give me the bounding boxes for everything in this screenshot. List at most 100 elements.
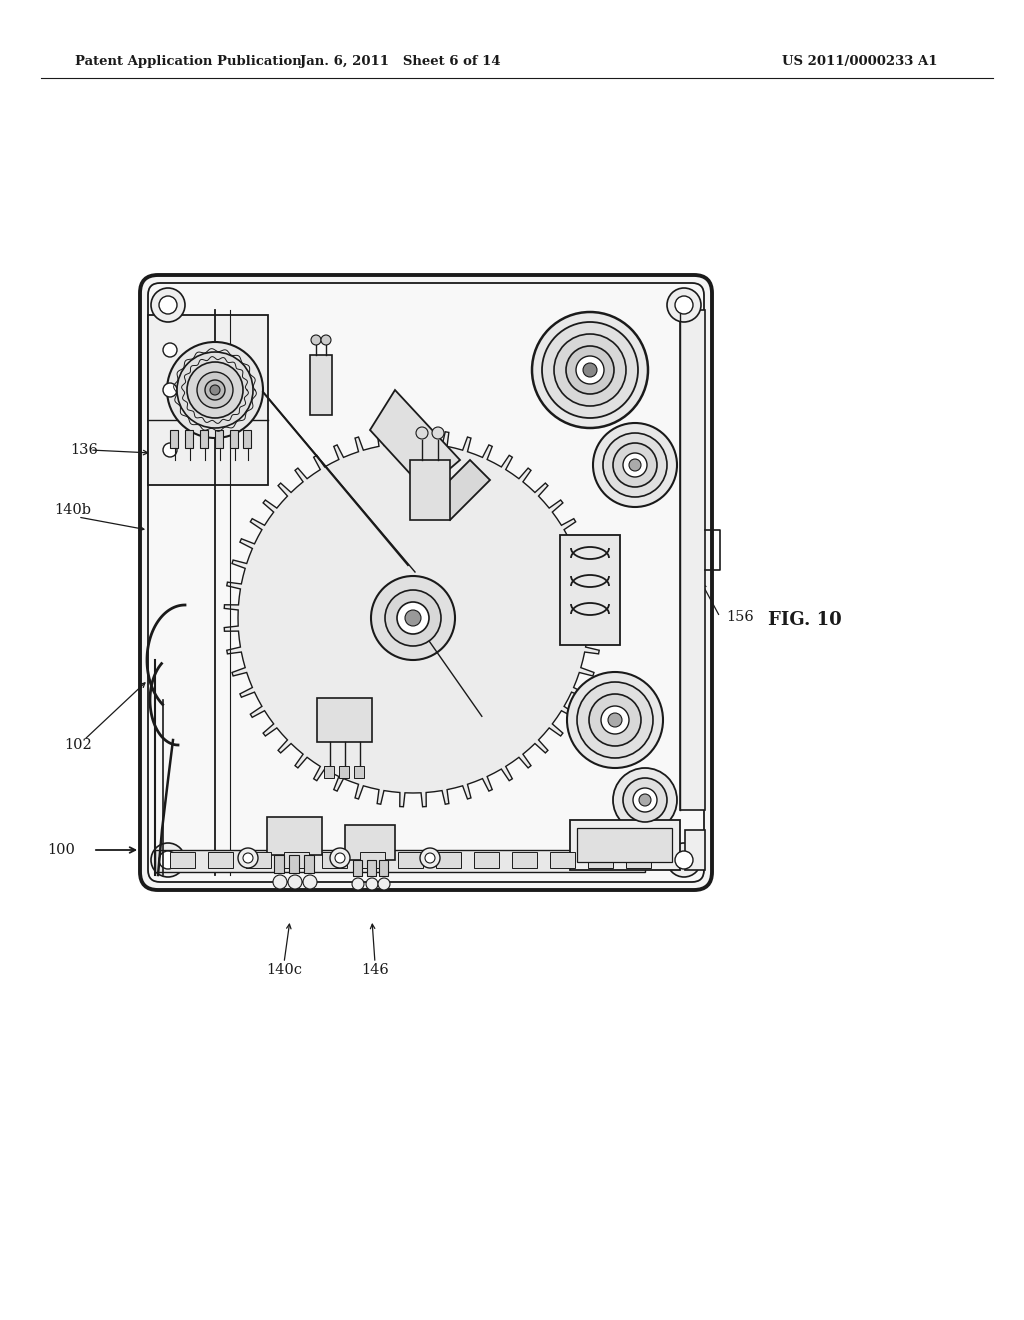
Bar (379, 861, 388, 876)
Bar (274, 855, 284, 873)
Bar (243, 430, 251, 447)
Polygon shape (224, 429, 602, 807)
Circle shape (603, 433, 667, 498)
Bar (317, 698, 372, 742)
Bar (185, 430, 193, 447)
Bar (170, 430, 178, 447)
Bar (304, 855, 314, 873)
FancyBboxPatch shape (148, 282, 705, 882)
Circle shape (425, 853, 435, 863)
Bar (200, 430, 208, 447)
Circle shape (432, 426, 444, 440)
Bar (626, 851, 651, 869)
Text: Jan. 6, 2011   Sheet 6 of 14: Jan. 6, 2011 Sheet 6 of 14 (300, 55, 501, 69)
Bar (148, 315, 268, 484)
Bar (155, 850, 645, 873)
Circle shape (532, 312, 648, 428)
Polygon shape (370, 389, 460, 490)
Circle shape (613, 444, 657, 487)
Text: 146: 146 (361, 964, 389, 977)
Circle shape (159, 296, 177, 314)
Circle shape (335, 853, 345, 863)
Bar (289, 855, 299, 873)
Circle shape (554, 334, 626, 407)
Circle shape (163, 343, 177, 356)
Bar (170, 851, 195, 869)
Circle shape (623, 453, 647, 477)
Text: 146: 146 (181, 323, 203, 354)
Text: 156: 156 (726, 610, 754, 624)
Bar (284, 851, 309, 869)
Text: US 2011/0000233 A1: US 2011/0000233 A1 (782, 55, 938, 69)
Circle shape (675, 296, 693, 314)
Bar (230, 430, 238, 447)
Polygon shape (430, 459, 490, 520)
Text: 102: 102 (65, 738, 92, 752)
Circle shape (567, 672, 663, 768)
Text: Patent Application Publication: Patent Application Publication (75, 55, 302, 69)
Circle shape (243, 853, 253, 863)
Circle shape (566, 346, 614, 393)
Circle shape (577, 682, 653, 758)
Bar (354, 766, 364, 777)
Text: 100: 100 (47, 843, 75, 857)
Circle shape (159, 851, 177, 869)
Text: 136: 136 (70, 444, 98, 457)
Bar (367, 861, 376, 876)
Text: 140a: 140a (513, 296, 536, 334)
Text: FIG. 10: FIG. 10 (768, 611, 842, 630)
Circle shape (397, 602, 429, 634)
Circle shape (385, 590, 441, 645)
Circle shape (330, 847, 350, 869)
Circle shape (542, 322, 638, 418)
Circle shape (593, 422, 677, 507)
Circle shape (187, 362, 243, 418)
Circle shape (583, 363, 597, 378)
Circle shape (352, 878, 364, 890)
Circle shape (303, 875, 317, 888)
Bar (577, 828, 672, 862)
Circle shape (371, 576, 455, 660)
Circle shape (575, 356, 604, 384)
Bar (550, 851, 575, 869)
Circle shape (633, 788, 657, 812)
Circle shape (163, 383, 177, 397)
Circle shape (406, 610, 421, 626)
Bar (474, 851, 499, 869)
Circle shape (608, 713, 622, 727)
Circle shape (629, 459, 641, 471)
Bar (324, 766, 334, 777)
Bar (410, 459, 450, 520)
Circle shape (589, 694, 641, 746)
Bar (208, 851, 233, 869)
Bar (680, 310, 705, 810)
Bar (345, 825, 395, 861)
Circle shape (210, 385, 220, 395)
Text: 140b: 140b (54, 503, 91, 517)
Circle shape (321, 335, 331, 345)
Text: 140c: 140c (266, 964, 302, 977)
Circle shape (238, 847, 258, 869)
Circle shape (288, 875, 302, 888)
FancyBboxPatch shape (140, 275, 712, 890)
Circle shape (416, 426, 428, 440)
Text: 124: 124 (563, 290, 585, 321)
Circle shape (366, 878, 378, 890)
Bar (310, 355, 332, 414)
Bar (398, 851, 423, 869)
Circle shape (623, 777, 667, 822)
Circle shape (163, 444, 177, 457)
Bar (436, 851, 461, 869)
Circle shape (378, 878, 390, 890)
Bar (322, 851, 347, 869)
Circle shape (667, 288, 701, 322)
Circle shape (639, 795, 651, 807)
Bar (588, 851, 613, 869)
Circle shape (667, 843, 701, 876)
Circle shape (613, 768, 677, 832)
Text: 122: 122 (325, 305, 345, 335)
Circle shape (151, 288, 185, 322)
Circle shape (151, 843, 185, 876)
Bar (246, 851, 271, 869)
Bar (512, 851, 537, 869)
